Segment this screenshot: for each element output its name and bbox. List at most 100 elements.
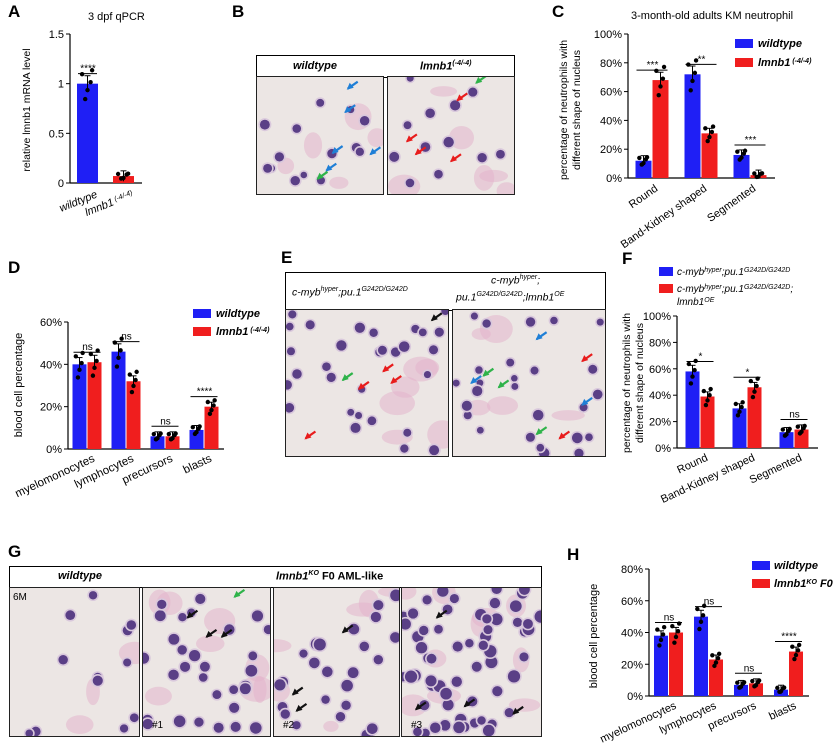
cell-nucleus — [350, 422, 361, 433]
cell-nucleus — [259, 119, 270, 130]
chart-f: 0%20%40%60%80%100%*Round*Band-Kidney sha… — [621, 267, 818, 506]
legend-label-d-2-part: lmnb1 — [216, 326, 248, 338]
legend-label-h-2-part: F0 — [817, 578, 834, 590]
y-tick-label: 40% — [40, 359, 62, 371]
green-arrowhead — [535, 428, 543, 436]
data-point — [73, 354, 79, 359]
data-point — [129, 389, 135, 395]
data-point — [792, 656, 797, 662]
chart-c: 0% 20% 40% 60% 80% 100% *** Round ** Band-Kidney … — [558, 10, 812, 251]
legend-swatch-d-2 — [193, 327, 211, 336]
data-point — [134, 369, 139, 375]
x-tick-label: Segmented — [748, 452, 804, 487]
legend-swatch-c-1 — [735, 39, 753, 48]
data-point — [85, 87, 90, 93]
panel-b-header: wildtype lmnb1(-4/-4) — [256, 55, 515, 78]
red-arrowhead — [414, 148, 422, 156]
bar-blasts-s2 — [789, 651, 803, 696]
legend-label-f-2b-part: lmnb1 — [677, 297, 704, 308]
cell-nucleus — [402, 618, 411, 630]
cell-nucleus — [430, 722, 441, 734]
cell-nucleus — [536, 443, 545, 452]
y-tick-label: 60% — [40, 317, 62, 329]
micrograph-tag-6m: 6M — [13, 592, 27, 603]
bar-band-kidney-shaped-s2 — [701, 133, 718, 178]
cell-nucleus — [470, 312, 478, 320]
stain-blob — [415, 358, 440, 377]
legend-label-c-2-part: (-4/-4) — [790, 58, 812, 65]
cell-nucleus — [373, 654, 384, 665]
cell-nucleus — [299, 649, 308, 658]
cell-nucleus — [585, 433, 593, 442]
cell-nucleus — [419, 700, 430, 711]
cell-nucleus — [413, 727, 422, 736]
stain-blob — [427, 420, 448, 449]
cell-nucleus — [406, 77, 414, 82]
cell-nucleus — [154, 610, 166, 622]
cell-nucleus — [390, 632, 399, 643]
x-tick-label-part: blasts — [181, 453, 214, 477]
cell-nucleus — [434, 624, 443, 634]
data-point — [740, 400, 745, 405]
cell-nucleus — [530, 366, 539, 375]
legend-label-f-2a-part: G242D/G242D — [744, 284, 790, 291]
blue-arrowhead — [581, 398, 589, 406]
black-arrowhead — [220, 630, 228, 638]
chart-c-ylabel-2: different shape of nucleus — [571, 50, 583, 170]
cell-nucleus — [274, 152, 285, 162]
data-point — [741, 151, 747, 156]
legend-label-h-1: wildtype — [774, 560, 818, 572]
data-point — [153, 437, 159, 442]
y-tick-label: 60% — [600, 87, 622, 99]
cell-nucleus — [443, 136, 454, 148]
data-point — [700, 613, 706, 618]
x-tick-label-part: Segmented — [705, 183, 758, 225]
data-point — [672, 640, 677, 645]
cell-nucleus — [525, 432, 535, 442]
bar-lymphocytes-s2 — [709, 659, 723, 696]
cell-nucleus — [525, 317, 536, 327]
cell-nucleus — [143, 718, 153, 730]
data-point — [708, 386, 713, 392]
data-point — [660, 76, 666, 81]
data-point — [793, 652, 799, 658]
bar-blasts-s2 — [204, 406, 219, 449]
data-point — [660, 632, 666, 637]
data-point — [735, 149, 740, 154]
black-arrowhead — [186, 611, 194, 619]
cell-nucleus — [592, 389, 603, 400]
panel-g-label-wildtype: wildtype — [58, 570, 103, 582]
y-tick-label: 80% — [649, 337, 671, 349]
y-tick-label: 20% — [649, 417, 671, 429]
cell-nucleus — [309, 657, 320, 669]
legend-label-f-1-part: ;pu.1 — [722, 267, 744, 278]
panel-e-left-s2: G242D/G242D — [361, 286, 408, 293]
cell-nucleus — [326, 372, 336, 382]
chart-d: 0%20%40%60%nsmyelomonocytesnslymphocytes… — [13, 308, 270, 500]
cell-nucleus — [588, 364, 598, 374]
stain-blob — [486, 396, 519, 415]
data-point — [131, 383, 136, 389]
legend-swatch-f-1 — [659, 267, 673, 276]
cell-nucleus — [519, 652, 529, 662]
cell-nucleus — [419, 625, 429, 636]
y-tick-label: 100% — [643, 311, 671, 323]
panel-letter-h: H — [567, 545, 580, 564]
data-point — [735, 413, 741, 418]
data-point — [703, 126, 708, 131]
cell-nucleus — [428, 345, 439, 355]
significance-label: *** — [745, 135, 757, 146]
micrograph-tag-3: #3 — [411, 720, 423, 731]
data-point — [739, 404, 744, 410]
data-point — [656, 93, 661, 98]
cell-nucleus — [248, 651, 258, 661]
black-arrowhead — [430, 314, 438, 322]
stain-blob — [367, 128, 383, 148]
panel-e-left-t2: ;pu.1 — [338, 286, 362, 299]
data-point — [637, 155, 642, 161]
data-point — [692, 367, 697, 373]
data-point — [701, 388, 707, 394]
data-point — [750, 394, 756, 400]
stain-blob — [274, 639, 292, 653]
